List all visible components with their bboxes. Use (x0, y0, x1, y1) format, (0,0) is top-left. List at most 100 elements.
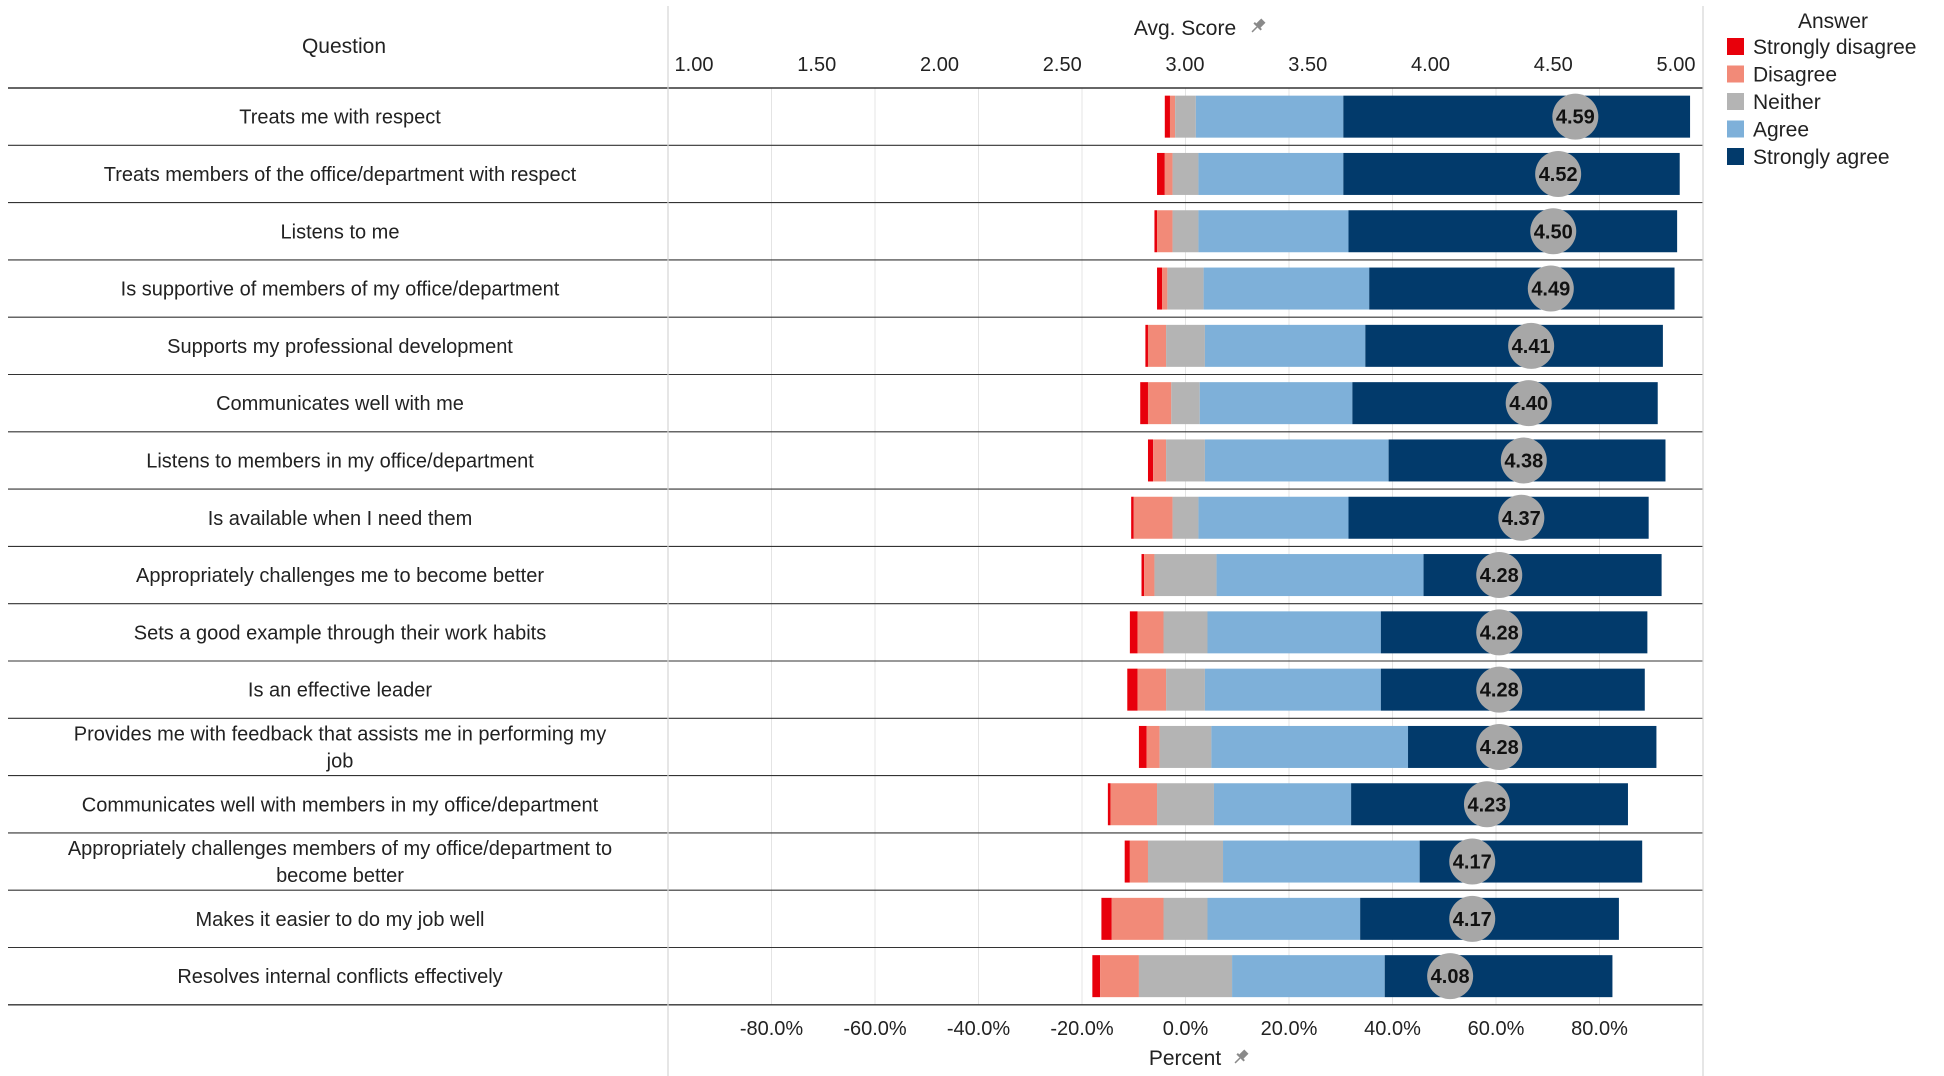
legend-swatch (1727, 38, 1744, 55)
bar-agree (1213, 783, 1352, 826)
bar-disagree (1111, 897, 1164, 940)
score-label: 4.52 (1539, 164, 1578, 186)
bar-disagree (1147, 324, 1167, 367)
question-label: Communicates well with members in my off… (82, 794, 599, 816)
bar-strongly-agree (1343, 152, 1680, 195)
bar-strongly-agree (1408, 725, 1657, 768)
score-tick-label: 4.00 (1411, 54, 1450, 76)
legend-item[interactable]: Disagree (1727, 64, 1837, 87)
question-label: Is available when I need them (208, 508, 473, 530)
legend-item[interactable]: Strongly disagree (1727, 36, 1916, 59)
bar-strongly-disagree (1107, 783, 1111, 826)
legend-swatch (1727, 65, 1744, 83)
bar-agree (1232, 955, 1385, 998)
question-label: Appropriately challenges me to become be… (136, 565, 544, 587)
score-marker (1427, 953, 1474, 1000)
score-label: 4.28 (1480, 680, 1519, 702)
score-label: 4.28 (1480, 565, 1519, 587)
score-label: 4.37 (1502, 508, 1541, 530)
bar-agree (1223, 840, 1420, 883)
bar-agree (1204, 324, 1366, 367)
question-label: Treats me with respect (239, 107, 441, 129)
score-label: 4.38 (1504, 450, 1543, 472)
percent-tick-label: -20.0% (1050, 1018, 1114, 1040)
question-header: Question (302, 35, 386, 58)
question-label: Communicates well with me (216, 393, 464, 415)
score-label: 4.50 (1534, 221, 1573, 243)
legend-swatch (1727, 148, 1744, 165)
bar-disagree (1157, 210, 1173, 253)
score-tick-label: 5.00 (1657, 54, 1696, 76)
legend-item[interactable]: Agree (1727, 119, 1809, 142)
bar-strongly-agree (1384, 955, 1613, 998)
score-marker (1527, 265, 1574, 312)
row-separators (8, 87, 1703, 1006)
bar-neither (1175, 95, 1196, 138)
percent-tick-label: 40.0% (1364, 1018, 1421, 1040)
chart-frame (667, 6, 1704, 1076)
legend-swatch (1727, 120, 1744, 138)
bar-agree (1198, 152, 1344, 195)
question-labels: Treats me with respect Treats members of … (68, 107, 612, 989)
percent-tick-label: -60.0% (843, 1018, 907, 1040)
question-label: Treats members of the office/department … (104, 164, 577, 186)
bar-neither (1171, 382, 1200, 425)
score-tick-label: 3.00 (1166, 54, 1205, 76)
bar-agree (1203, 267, 1370, 310)
legend-label: Strongly agree (1753, 146, 1890, 169)
score-marker (1535, 150, 1582, 197)
bar-strongly-agree (1369, 267, 1675, 310)
legend-item[interactable]: Neither (1727, 91, 1821, 114)
score-label: 4.23 (1467, 794, 1506, 816)
bar-disagree (1100, 955, 1139, 998)
question-label: Listens to members in my office/departme… (146, 450, 534, 472)
bar-neither (1166, 324, 1205, 367)
bar-strongly-disagree (1124, 840, 1130, 883)
score-label: 4.59 (1556, 107, 1595, 129)
bar-disagree (1153, 439, 1167, 482)
bar-agree (1207, 897, 1361, 940)
score-marker (1476, 552, 1523, 599)
bar-strongly-disagree (1141, 554, 1145, 597)
score-marker (1530, 208, 1577, 255)
bar-strongly-disagree (1147, 439, 1154, 482)
legend-label: Disagree (1753, 64, 1837, 87)
bottom-axis: -80.0% -60.0% -40.0% -20.0% 0.0% 20.0% 40.0% 60… (740, 1018, 1628, 1070)
score-marker (1476, 666, 1523, 713)
bottom-axis-title: Percent (1149, 1047, 1222, 1070)
top-axis-title: Avg. Score (1134, 17, 1236, 40)
bar-disagree (1137, 668, 1167, 711)
pin-icon[interactable] (1232, 1048, 1250, 1066)
legend-item[interactable]: Strongly agree (1727, 146, 1890, 169)
bar-neither (1157, 783, 1214, 826)
bar-strongly-disagree (1138, 725, 1147, 768)
score-marker (1508, 322, 1555, 369)
bar-strongly-disagree (1157, 152, 1165, 195)
score-marker (1476, 723, 1523, 770)
question-label: Listens to me (281, 221, 400, 243)
bar-neither (1159, 725, 1212, 768)
bar-disagree (1129, 840, 1148, 883)
bar-disagree (1137, 611, 1164, 654)
pin-icon[interactable] (1249, 17, 1267, 35)
question-label: Resolves internal conflicts effectively (177, 966, 502, 988)
percent-tick-label: 0.0% (1163, 1018, 1209, 1040)
bar-strongly-disagree (1145, 324, 1148, 367)
bar-neither (1166, 439, 1205, 482)
score-marker (1449, 838, 1496, 885)
bar-disagree (1133, 496, 1173, 539)
percent-tick-label: 20.0% (1261, 1018, 1318, 1040)
bar-disagree (1169, 95, 1176, 138)
percent-tick-label: -80.0% (740, 1018, 804, 1040)
bar-agree (1204, 668, 1381, 711)
bar-neither (1154, 554, 1217, 597)
bar-strongly-disagree (1127, 668, 1138, 711)
bar-agree (1198, 496, 1349, 539)
question-label: Makes it easier to do my job well (195, 909, 484, 931)
bar-neither (1166, 668, 1205, 711)
bar-strongly-agree (1352, 382, 1658, 425)
bar-agree (1211, 725, 1409, 768)
bar-strongly-agree (1343, 95, 1691, 138)
score-marker (1552, 93, 1599, 140)
